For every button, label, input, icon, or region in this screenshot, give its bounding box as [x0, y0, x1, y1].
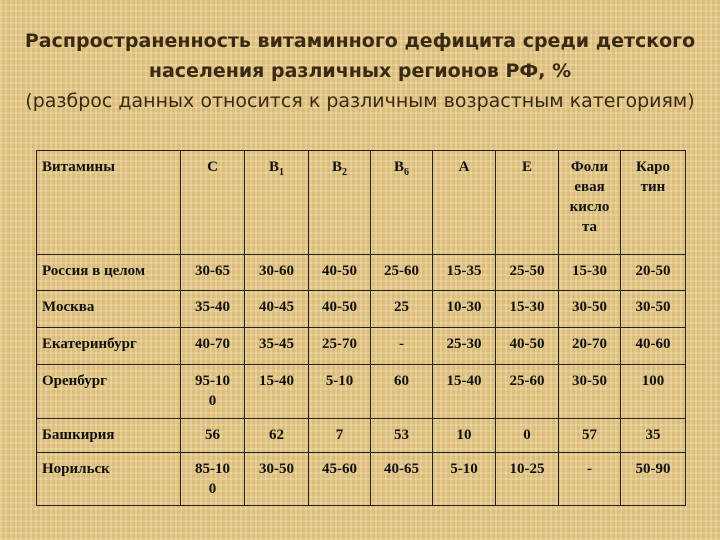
header-text: B: [268, 159, 279, 175]
value-cell: 10: [432, 418, 496, 453]
header-cell: Фоли евая кисло та: [558, 150, 621, 255]
value-cell: 5-10: [308, 364, 371, 419]
header-text: Фоли евая кисло та: [569, 159, 610, 235]
value-cell: 30-60: [244, 254, 309, 291]
table-row: Россия в целом 30-65 30-60 40-50 25-60 15-35 2…: [36, 254, 686, 291]
header-row: Витамины C B1 B2 B6 A E Фоли евая кисло та Каро …: [36, 150, 686, 255]
header-cell: B1: [244, 150, 309, 255]
value-cell: 40-50: [308, 254, 371, 291]
region-cell: Екатеринбург: [36, 327, 181, 365]
value-cell: 25-60: [370, 254, 433, 291]
title-subtitle: (разброс данных относится к различным во…: [25, 90, 695, 112]
header-text: Каро тин: [635, 159, 671, 195]
value-cell: 100: [620, 364, 686, 419]
value-cell: 25-60: [495, 364, 559, 419]
region-cell: Башкирия: [36, 418, 181, 453]
value-cell: 30-65: [180, 254, 245, 291]
value-cell: 95-100: [180, 364, 245, 419]
value-cell: 35: [620, 418, 686, 453]
slide-title: Распространенность витаминного дефицита …: [0, 26, 720, 116]
value-cell: 62: [244, 418, 309, 453]
header-cell: A: [432, 150, 496, 255]
value-cell: 25-70: [308, 327, 371, 365]
value-cell: 40-50: [308, 290, 371, 328]
value-cell: 15-40: [244, 364, 309, 419]
header-text: E: [521, 159, 532, 175]
region-cell: Оренбург: [36, 364, 181, 419]
header-cell: E: [495, 150, 559, 255]
header-subscript: 2: [342, 167, 347, 178]
value-cell: 30-50: [558, 364, 621, 419]
value-cell: -: [558, 452, 621, 506]
value-cell: 15-40: [432, 364, 496, 419]
table-row: Москва 35-40 40-45 40-50 25 10-30 15-30 30-50 30…: [36, 290, 686, 328]
value-cell: 35-45: [244, 327, 309, 365]
header-text: C: [207, 159, 218, 175]
value-cell: 40-50: [495, 327, 559, 365]
value-cell: 56: [180, 418, 245, 453]
value-cell: 5-10: [432, 452, 496, 506]
table-row: Башкирия 56 62 7 53 10 0 57 35: [36, 418, 686, 453]
header-text: B: [393, 159, 404, 175]
value-cell: 25-30: [432, 327, 496, 365]
value-cell: 15-30: [495, 290, 559, 328]
value-cell: 40-70: [180, 327, 245, 365]
header-subscript: 1: [279, 167, 284, 178]
value-cell: 40-45: [244, 290, 309, 328]
vitamin-deficiency-table: Витамины C B1 B2 B6 A E Фоли евая кисло та Каро …: [36, 150, 686, 506]
value-cell: 60: [370, 364, 433, 419]
value-cell: 50-90: [620, 452, 686, 506]
value-cell: 10-30: [432, 290, 496, 328]
region-cell: Норильск: [36, 452, 181, 506]
header-cell: Витамины: [36, 150, 181, 255]
value-cell: 57: [558, 418, 621, 453]
region-cell: Москва: [36, 290, 181, 328]
title-line-1: Распространенность витаминного дефицита …: [24, 30, 696, 52]
header-text: A: [458, 159, 470, 175]
value-cell: -: [370, 327, 433, 365]
header-cell: B6: [370, 150, 433, 255]
region-cell: Россия в целом: [36, 254, 181, 291]
value-cell: 30-50: [244, 452, 309, 506]
value-cell: 0: [495, 418, 559, 453]
value-cell: 15-30: [558, 254, 621, 291]
value-cell: 20-70: [558, 327, 621, 365]
value-cell: 40-65: [370, 452, 433, 506]
value-cell: 40-60: [620, 327, 686, 365]
title-line-2: населения различных регионов РФ, %: [148, 60, 572, 82]
value-cell: 53: [370, 418, 433, 453]
value-cell: 30-50: [558, 290, 621, 328]
value-cell: 30-50: [620, 290, 686, 328]
value-cell: 85-100: [180, 452, 245, 506]
header-cell: B2: [308, 150, 371, 255]
value-cell: 10-25: [495, 452, 559, 506]
value-cell: 15-35: [432, 254, 496, 291]
header-subscript: 6: [404, 167, 409, 178]
value-cell: 7: [308, 418, 371, 453]
header-text: B: [331, 159, 342, 175]
header-cell: C: [180, 150, 245, 255]
value-cell: 45-60: [308, 452, 371, 506]
table-row: Норильск 85-100 30-50 45-60 40-65 5-10 10-25-5…: [36, 452, 686, 506]
value-cell: 20-50: [620, 254, 686, 291]
table-row: Екатеринбург 40-70 35-45 25-70-25-30 40-50 20…: [36, 327, 686, 365]
value-cell: 25: [370, 290, 433, 328]
value-cell: 25-50: [495, 254, 559, 291]
header-cell: Каро тин: [620, 150, 686, 255]
table-row: Оренбург 95-100 15-40 5-10 60 15-40 25-60 30-50…: [36, 364, 686, 419]
value-cell: 35-40: [180, 290, 245, 328]
